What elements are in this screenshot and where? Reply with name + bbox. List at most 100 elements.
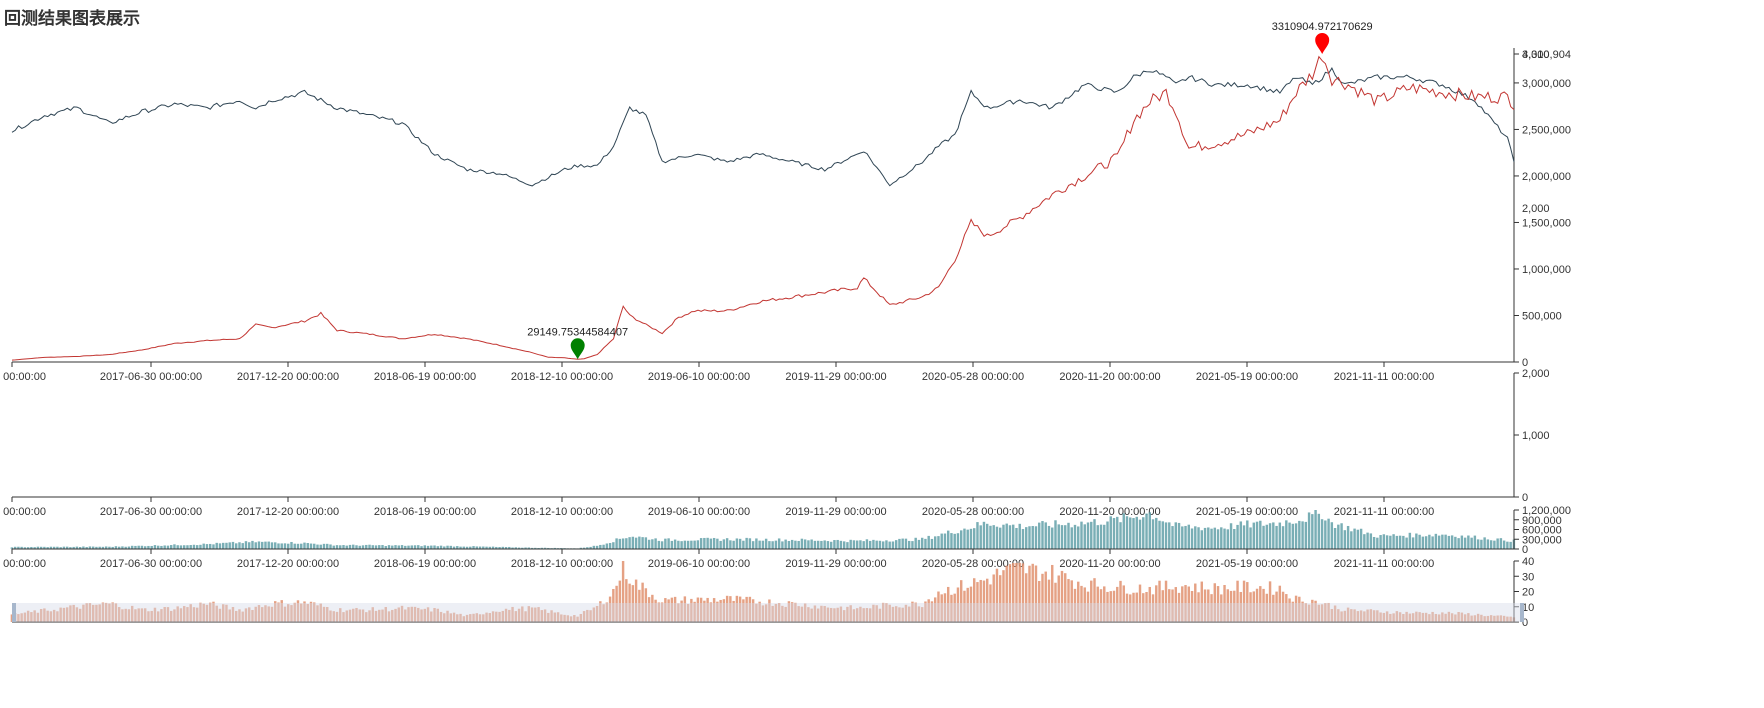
volume-bar (1398, 535, 1402, 549)
datazoom-slider[interactable] (12, 603, 1524, 622)
position-bar (891, 606, 895, 622)
volume-bar (143, 546, 147, 549)
volume-bar (199, 544, 202, 549)
volume-bar (1489, 540, 1493, 549)
volume-bar (1402, 535, 1405, 549)
position-bar (670, 597, 674, 622)
position-bar (394, 608, 397, 622)
volume-bar (1210, 528, 1213, 549)
volume-bar (1200, 530, 1203, 549)
position-bar (478, 614, 482, 622)
volume-bar (1002, 524, 1005, 549)
volume-bar (1093, 519, 1096, 549)
volume-bar (670, 540, 674, 549)
volume-bar (693, 540, 696, 549)
position-bar (992, 574, 995, 622)
volume-bar (1054, 520, 1057, 549)
position-bar (117, 607, 121, 622)
volume-bar (813, 540, 817, 549)
position-bar (946, 586, 950, 622)
position-bar (195, 607, 199, 622)
position-bar (937, 591, 940, 622)
volume-bar (1502, 540, 1506, 549)
volume-bar (1314, 510, 1317, 549)
mid-x-tick-label: 1-03 00:00:00 (0, 506, 46, 518)
volume-bar (973, 528, 976, 549)
volume-bar (1236, 524, 1239, 549)
volume-bar (20, 546, 23, 549)
volume-bar (335, 545, 339, 549)
position-bar (1483, 616, 1486, 622)
position-bar (1226, 589, 1230, 622)
position-bar (1402, 613, 1405, 622)
volume-bar (430, 545, 433, 549)
position-bar (1291, 601, 1295, 622)
volume-bar (1470, 537, 1473, 549)
position-bar (1229, 590, 1233, 622)
position-bar (995, 568, 999, 622)
position-bar (1233, 590, 1236, 622)
volume-bar (235, 543, 238, 549)
position-y-tick-label: 10 (1522, 602, 1534, 614)
volume-bar (130, 545, 134, 549)
position-bar (1457, 612, 1460, 622)
volume-bar (712, 537, 716, 549)
position-bar (553, 612, 557, 622)
position-bar (989, 584, 992, 622)
volume-bar (1350, 531, 1353, 549)
volume-bar (1327, 518, 1330, 549)
volume-bar (182, 545, 186, 549)
volume-bar (586, 547, 589, 549)
volume-bar (647, 539, 651, 549)
position-bar (943, 593, 947, 622)
position-bar (534, 607, 537, 622)
volume-bar (261, 541, 264, 549)
volume-bar (30, 546, 33, 549)
position-bar (722, 599, 726, 622)
volume-bar (800, 538, 804, 549)
mid-x-tick-label: 2017-12-20 00:00:00 (237, 506, 339, 518)
position-bar (433, 608, 436, 622)
volume-bar (534, 547, 537, 549)
volume-bar (651, 539, 654, 549)
position-bar (1125, 593, 1129, 622)
volume-bar (495, 546, 498, 549)
position-bar (777, 603, 781, 622)
volume-bar (1262, 525, 1265, 549)
volume-bar (781, 541, 784, 549)
position-bar (176, 606, 179, 622)
volume-bar (1181, 526, 1184, 549)
volume-bar (215, 542, 218, 549)
volume-bar (829, 541, 833, 549)
volume-bar (605, 543, 609, 549)
volume-bar (254, 542, 257, 549)
position-bar (85, 603, 88, 622)
position-bar (712, 598, 716, 622)
volume-bar (1109, 516, 1112, 549)
position-bar (833, 608, 836, 622)
volume-bar (117, 546, 121, 549)
position-bar (1028, 565, 1031, 622)
position-bar (1408, 613, 1412, 622)
position-bar (153, 607, 157, 622)
position-bar (1486, 615, 1490, 622)
position-bar (543, 609, 547, 622)
position-bar (547, 612, 550, 622)
volume-bar (498, 547, 501, 549)
position-bar (725, 595, 729, 622)
volume-bar (703, 537, 706, 549)
volume-bar (1424, 536, 1428, 549)
volume-bar (277, 543, 280, 549)
volume-bar (436, 546, 439, 549)
position-bar (790, 602, 794, 622)
position-bar (751, 599, 755, 622)
volume-bar (365, 544, 368, 549)
volume-bar (1259, 520, 1262, 549)
volume-bar (521, 547, 524, 549)
volume-bar (862, 541, 865, 549)
position-bar (439, 611, 443, 622)
position-bar (803, 603, 807, 622)
volume-bar (803, 539, 807, 549)
position-bar (1155, 585, 1158, 622)
